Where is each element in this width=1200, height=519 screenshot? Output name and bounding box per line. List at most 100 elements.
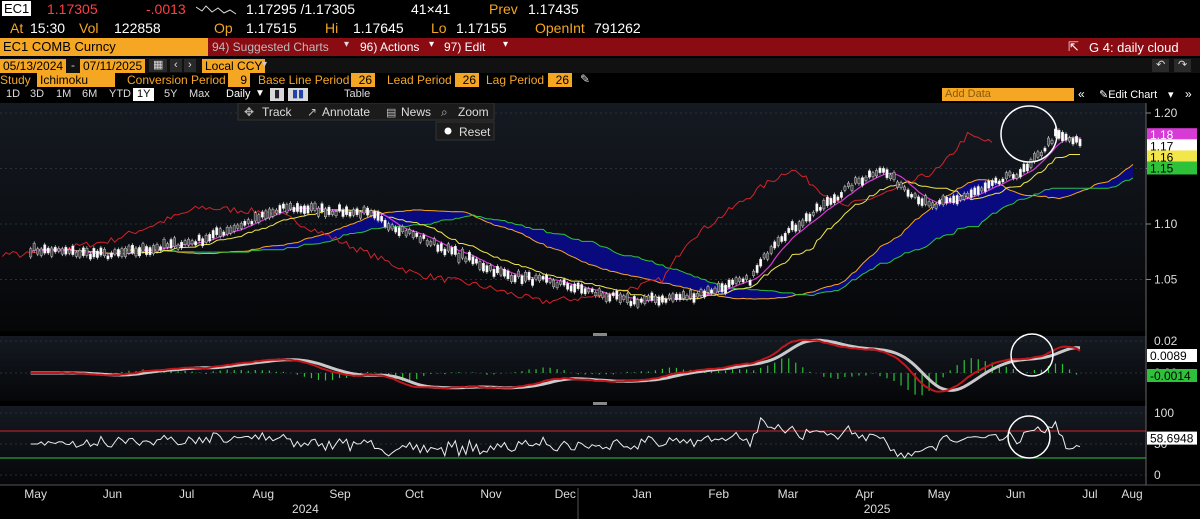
period-button-6m[interactable]: 6M xyxy=(78,88,102,101)
candle xyxy=(917,196,920,205)
lead-period-input[interactable]: 26 xyxy=(455,73,479,87)
add-data-input[interactable]: Add Data xyxy=(942,88,1074,101)
panel-divider-handle[interactable] xyxy=(593,402,607,405)
candle xyxy=(81,247,85,256)
edit-button[interactable]: 97) Edit xyxy=(444,40,486,54)
security-field[interactable]: EC1 COMB Curncy xyxy=(0,38,208,56)
candle xyxy=(506,270,510,280)
lag-period-input[interactable]: 26 xyxy=(548,73,572,87)
candle xyxy=(355,208,359,216)
candle xyxy=(959,196,963,201)
period-button-5y[interactable]: 5Y xyxy=(160,88,182,101)
quote-time: 15:30 xyxy=(30,20,66,36)
chart-type-icon[interactable]: ▮ xyxy=(270,88,285,101)
candle xyxy=(232,225,236,232)
news-button[interactable]: News xyxy=(401,105,431,119)
candle xyxy=(906,189,910,197)
period-button-ytd[interactable]: YTD xyxy=(105,88,135,101)
period-button-1d[interactable]: 1D xyxy=(2,88,25,101)
candle xyxy=(717,282,720,292)
candle xyxy=(229,226,233,234)
candle xyxy=(467,251,471,261)
suggested-charts-button[interactable]: 94) Suggested Charts xyxy=(212,40,329,54)
candle xyxy=(380,216,384,222)
candle xyxy=(1047,137,1050,146)
price-tag-value: 1.17 xyxy=(1150,139,1174,153)
period-button-3d[interactable]: 3D xyxy=(26,88,49,101)
candle xyxy=(436,244,440,252)
ticker[interactable]: EC1 xyxy=(2,1,32,16)
candle xyxy=(948,197,952,203)
bar-chart-icon[interactable]: ▮▮ xyxy=(288,88,309,101)
candle xyxy=(211,230,215,239)
base-line-period-input[interactable]: 26 xyxy=(351,73,375,87)
collapse-icon[interactable]: « xyxy=(1078,87,1085,101)
edit-chart-button[interactable]: ✎Edit Chart xyxy=(1099,88,1157,101)
candle xyxy=(1050,140,1054,144)
candle xyxy=(534,274,538,280)
table-button[interactable]: Table xyxy=(340,88,375,101)
candle xyxy=(815,203,819,212)
candle xyxy=(899,182,903,189)
net-change: -.0013 xyxy=(146,1,186,17)
conversion-period-input[interactable]: 9 xyxy=(228,73,250,87)
panel-divider-handle[interactable] xyxy=(593,333,607,336)
candle xyxy=(787,228,791,233)
candle xyxy=(871,172,875,177)
actions-button[interactable]: 96) Actions xyxy=(360,40,420,54)
candle xyxy=(1008,171,1012,177)
month-label: Aug xyxy=(253,487,274,501)
candle xyxy=(555,282,559,288)
redo-icon[interactable]: ↷ xyxy=(1174,59,1192,72)
candle xyxy=(29,248,33,258)
calendar-icon[interactable]: ▦ xyxy=(149,59,168,72)
reset-button[interactable]: Reset xyxy=(459,125,491,139)
last-price: 1.17305 xyxy=(47,1,98,17)
macd-tag xyxy=(1147,349,1197,362)
gridlines xyxy=(0,112,1146,476)
candle xyxy=(727,279,731,288)
track-button[interactable]: Track xyxy=(262,105,293,119)
candle xyxy=(731,279,734,285)
candle xyxy=(843,186,847,191)
candle xyxy=(762,253,766,259)
candle xyxy=(345,206,348,215)
study-select[interactable]: Ichimoku xyxy=(37,73,115,87)
candle xyxy=(1001,178,1005,183)
price-tag xyxy=(1147,139,1197,153)
zoom-button[interactable]: Zoom xyxy=(458,105,489,119)
start-date-input[interactable]: 05/13/2024 xyxy=(0,59,67,73)
month-label: Feb xyxy=(708,487,729,501)
candle xyxy=(102,248,106,256)
candle xyxy=(776,237,780,246)
candle xyxy=(734,277,738,284)
candle xyxy=(720,283,724,293)
undo-icon[interactable]: ↶ xyxy=(1152,59,1170,72)
period-button-1m[interactable]: 1M xyxy=(52,88,76,101)
candle xyxy=(524,272,527,282)
candle xyxy=(969,189,973,198)
price-tag xyxy=(1147,161,1197,175)
candle xyxy=(903,186,906,191)
external-link-icon[interactable]: ⇱ xyxy=(1068,39,1079,54)
end-date-input[interactable]: 07/11/2025 xyxy=(80,59,146,73)
candle xyxy=(162,238,166,249)
currency-select[interactable]: Local CCY xyxy=(202,59,266,73)
candle xyxy=(766,252,770,260)
candle xyxy=(1078,138,1082,147)
period-button-max[interactable]: Max xyxy=(185,88,214,101)
pencil-icon[interactable]: ✎ xyxy=(580,72,591,86)
frequency-select[interactable]: Daily xyxy=(222,88,255,101)
next-range-button[interactable]: › xyxy=(184,59,196,72)
expand-icon[interactable]: » xyxy=(1185,87,1192,101)
candle xyxy=(885,169,889,179)
leading-span-b xyxy=(118,177,1134,296)
candle xyxy=(173,237,176,247)
annotate-button[interactable]: Annotate xyxy=(322,105,370,119)
candle xyxy=(236,224,240,229)
ichimoku-chart[interactable]: 1.201.151.101.050.020.00100500 1.181.171… xyxy=(0,103,1200,519)
candle xyxy=(194,241,198,246)
period-button-1y[interactable]: 1Y xyxy=(133,88,155,101)
candle xyxy=(639,298,643,303)
prev-range-button[interactable]: ‹ xyxy=(170,59,182,72)
